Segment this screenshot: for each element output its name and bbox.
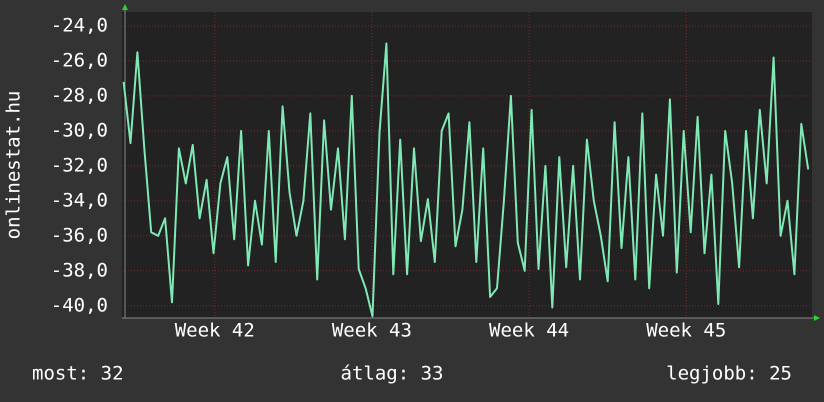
y-tick-label: -28,0: [51, 84, 108, 106]
footer-average: átlag: 33: [341, 363, 444, 385]
footer-now: most: 32: [32, 363, 124, 385]
footer-best: legjobb: 25: [666, 363, 792, 385]
y-tick-label: -36,0: [51, 224, 108, 246]
x-tick-label: Week 44: [489, 320, 569, 342]
y-axis-label: onlinestat.hu: [3, 91, 25, 240]
y-tick-label: -34,0: [51, 189, 108, 211]
y-tick-label: -32,0: [51, 154, 108, 176]
axis-arrow: [122, 4, 128, 10]
data-line: [122, 42, 810, 318]
y-tick-label: -24,0: [51, 14, 108, 36]
y-tick-label: -40,0: [51, 294, 108, 316]
plot-area: [122, 12, 812, 318]
axis-arrow: [814, 315, 820, 321]
y-tick-label: -26,0: [51, 49, 108, 71]
y-tick-label: -38,0: [51, 259, 108, 281]
x-tick-label: Week 45: [646, 320, 726, 342]
x-tick-label: Week 42: [175, 320, 255, 342]
x-tick-label: Week 43: [332, 320, 412, 342]
y-tick-label: -30,0: [51, 119, 108, 141]
